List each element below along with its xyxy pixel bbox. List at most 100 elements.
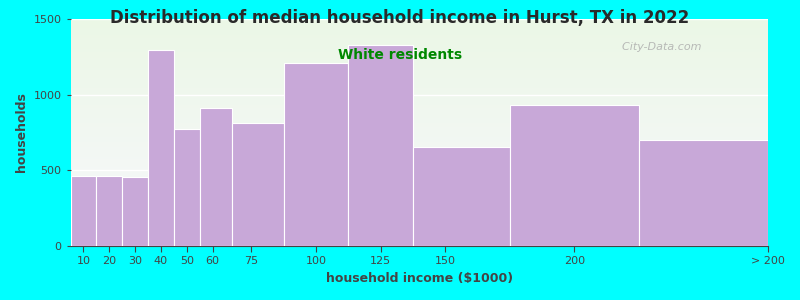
Bar bbox=[70, 160, 768, 161]
Bar bbox=[70, 206, 768, 207]
Bar bbox=[70, 34, 768, 35]
Bar bbox=[70, 33, 768, 34]
Bar bbox=[70, 92, 768, 93]
Bar bbox=[70, 238, 768, 239]
Bar bbox=[70, 37, 768, 38]
Bar bbox=[70, 89, 768, 91]
Bar bbox=[70, 111, 768, 112]
Bar bbox=[70, 130, 768, 131]
Bar bbox=[70, 23, 768, 25]
Bar bbox=[70, 232, 768, 233]
Bar bbox=[148, 50, 174, 246]
Bar bbox=[70, 187, 768, 188]
Bar bbox=[70, 117, 768, 118]
Bar bbox=[97, 176, 122, 246]
Bar bbox=[70, 170, 768, 171]
Bar bbox=[70, 82, 768, 84]
Bar bbox=[70, 35, 768, 36]
Bar bbox=[70, 161, 768, 162]
Bar bbox=[70, 226, 768, 227]
Bar bbox=[70, 49, 768, 50]
Bar bbox=[70, 144, 768, 145]
Bar bbox=[70, 93, 768, 94]
Bar bbox=[70, 168, 768, 169]
Bar bbox=[70, 85, 768, 86]
Bar bbox=[70, 200, 768, 201]
Bar bbox=[70, 124, 768, 126]
Bar bbox=[70, 53, 768, 54]
Bar bbox=[70, 185, 768, 186]
Bar bbox=[70, 220, 768, 221]
Bar bbox=[510, 105, 639, 246]
Bar bbox=[70, 184, 768, 185]
Bar bbox=[70, 91, 768, 92]
Bar bbox=[232, 123, 284, 246]
Bar bbox=[70, 80, 768, 81]
Bar bbox=[70, 235, 768, 236]
Bar bbox=[70, 121, 768, 122]
Bar bbox=[70, 74, 768, 75]
Bar bbox=[70, 68, 768, 69]
Bar bbox=[413, 147, 510, 246]
Bar bbox=[70, 228, 768, 229]
Bar bbox=[70, 86, 768, 87]
Bar bbox=[70, 62, 768, 63]
Bar bbox=[70, 98, 768, 100]
Bar bbox=[70, 69, 768, 70]
Bar bbox=[70, 204, 768, 205]
Bar bbox=[70, 217, 768, 218]
Bar bbox=[70, 207, 768, 208]
Bar bbox=[70, 162, 768, 163]
Bar bbox=[70, 178, 768, 179]
Bar bbox=[70, 123, 768, 124]
Bar bbox=[70, 142, 768, 143]
Bar bbox=[70, 222, 768, 223]
Bar bbox=[70, 159, 768, 160]
Bar bbox=[70, 100, 768, 101]
Bar bbox=[70, 155, 768, 156]
Bar bbox=[70, 55, 768, 56]
Bar bbox=[70, 84, 768, 85]
Bar bbox=[70, 230, 768, 231]
Bar bbox=[70, 107, 768, 109]
Bar bbox=[70, 154, 768, 155]
Bar bbox=[70, 173, 768, 175]
Bar bbox=[70, 205, 768, 206]
Bar bbox=[70, 139, 768, 140]
Bar bbox=[70, 109, 768, 110]
Bar bbox=[70, 134, 768, 135]
Bar bbox=[70, 27, 768, 28]
Bar bbox=[70, 20, 768, 21]
Bar bbox=[70, 118, 768, 119]
Bar bbox=[70, 233, 768, 235]
Bar bbox=[70, 95, 768, 96]
Bar bbox=[70, 153, 768, 154]
Bar bbox=[70, 242, 768, 243]
Bar bbox=[70, 119, 768, 120]
Bar bbox=[70, 180, 768, 181]
Bar bbox=[70, 67, 768, 68]
Bar bbox=[70, 211, 768, 212]
Bar bbox=[70, 54, 768, 55]
Bar bbox=[70, 77, 768, 78]
Bar bbox=[70, 176, 97, 246]
Bar bbox=[70, 237, 768, 238]
Bar bbox=[70, 218, 768, 219]
Bar bbox=[70, 21, 768, 22]
Bar bbox=[70, 60, 768, 61]
Bar bbox=[70, 189, 768, 190]
Bar bbox=[70, 46, 768, 47]
Bar bbox=[70, 106, 768, 107]
Bar bbox=[70, 63, 768, 64]
Bar bbox=[70, 122, 768, 123]
Bar bbox=[70, 135, 768, 136]
Bar bbox=[70, 151, 768, 152]
Bar bbox=[70, 38, 768, 39]
Bar bbox=[70, 191, 768, 193]
Bar bbox=[70, 70, 768, 71]
Bar bbox=[70, 113, 768, 114]
Bar bbox=[70, 149, 768, 151]
Bar bbox=[70, 129, 768, 130]
Bar bbox=[200, 108, 232, 246]
Bar bbox=[70, 103, 768, 104]
